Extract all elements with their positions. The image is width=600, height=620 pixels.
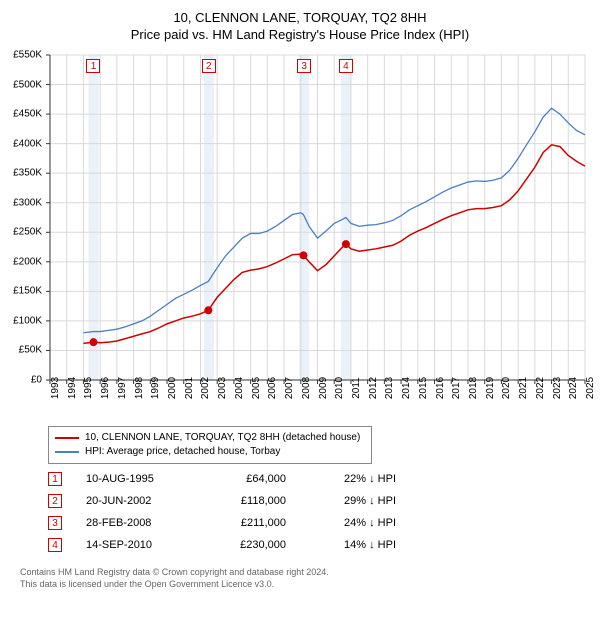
legend-swatch [55, 451, 79, 453]
x-tick-label: 1998 [134, 377, 145, 399]
x-tick-label: 2024 [568, 377, 579, 399]
legend-swatch [55, 437, 79, 439]
sale-date: 28-FEB-2008 [86, 517, 186, 529]
row-marker: 4 [48, 538, 62, 552]
x-tick-label: 2019 [485, 377, 496, 399]
chart-title-address: 10, CLENNON LANE, TORQUAY, TQ2 8HH [10, 10, 590, 25]
x-tick-label: 2025 [585, 377, 596, 399]
sale-price: £211,000 [206, 517, 286, 529]
band-marker-2: 2 [202, 59, 216, 73]
sale-price: £230,000 [206, 539, 286, 551]
x-tick-label: 2011 [351, 377, 362, 399]
x-tick-label: 2018 [468, 377, 479, 399]
y-tick-label: £300K [13, 197, 42, 208]
x-tick-label: 1996 [100, 377, 111, 399]
x-tick-label: 2015 [418, 377, 429, 399]
x-tick-label: 2022 [535, 377, 546, 399]
chart-title-subtitle: Price paid vs. HM Land Registry's House … [10, 27, 590, 42]
sale-date: 20-JUN-2002 [86, 495, 186, 507]
x-tick-label: 2001 [184, 377, 195, 399]
table-row: 4 14-SEP-2010 £230,000 14% ↓ HPI [48, 534, 590, 556]
x-tick-label: 2023 [552, 377, 563, 399]
chart-container: 10, CLENNON LANE, TORQUAY, TQ2 8HH Price… [0, 0, 600, 620]
legend-label: HPI: Average price, detached house, Torb… [85, 445, 280, 459]
x-tick-label: 1993 [50, 377, 61, 399]
x-tick-label: 2020 [501, 377, 512, 399]
x-tick-label: 2004 [234, 377, 245, 399]
legend-box: 10, CLENNON LANE, TORQUAY, TQ2 8HH (deta… [48, 426, 372, 464]
row-marker: 2 [48, 494, 62, 508]
x-tick-label: 2000 [167, 377, 178, 399]
legend-row: 10, CLENNON LANE, TORQUAY, TQ2 8HH (deta… [55, 431, 365, 445]
legend-row: HPI: Average price, detached house, Torb… [55, 445, 365, 459]
sale-price: £118,000 [206, 495, 286, 507]
y-tick-label: £400K [13, 138, 42, 149]
chart-footer: Contains HM Land Registry data © Crown c… [20, 566, 590, 590]
x-tick-label: 2009 [318, 377, 329, 399]
x-tick-label: 1994 [67, 377, 78, 399]
x-tick-label: 1995 [83, 377, 94, 399]
y-tick-label: £550K [13, 50, 42, 61]
y-tick-label: £150K [13, 286, 42, 297]
sale-date: 10-AUG-1995 [86, 473, 186, 485]
plot-area: £0 £50K £100K £150K £200K £250K £300K £350K £400… [10, 50, 590, 420]
band-marker-4: 4 [339, 59, 353, 73]
y-tick-label: £450K [13, 109, 42, 120]
band-marker-1: 1 [86, 59, 100, 73]
x-tick-label: 2014 [401, 377, 412, 399]
band-marker-3: 3 [297, 59, 311, 73]
y-tick-label: £200K [13, 256, 42, 267]
footer-line2: This data is licensed under the Open Gov… [20, 578, 590, 590]
table-row: 2 20-JUN-2002 £118,000 29% ↓ HPI [48, 490, 590, 512]
table-row: 3 28-FEB-2008 £211,000 24% ↓ HPI [48, 512, 590, 534]
sale-date: 14-SEP-2010 [86, 539, 186, 551]
x-tick-label: 2008 [301, 377, 312, 399]
row-marker: 1 [48, 472, 62, 486]
x-tick-label: 2021 [518, 377, 529, 399]
x-tick-label: 1997 [117, 377, 128, 399]
x-tick-label: 2002 [200, 377, 211, 399]
sale-pct: 24% ↓ HPI [306, 517, 396, 529]
x-tick-label: 2005 [251, 377, 262, 399]
table-row: 1 10-AUG-1995 £64,000 22% ↓ HPI [48, 468, 590, 490]
x-tick-label: 2012 [368, 377, 379, 399]
x-tick-label: 2003 [217, 377, 228, 399]
price-chart-svg [10, 50, 590, 420]
sale-pct: 29% ↓ HPI [306, 495, 396, 507]
y-tick-label: £0 [31, 375, 42, 386]
x-tick-label: 2016 [435, 377, 446, 399]
x-tick-label: 2010 [334, 377, 345, 399]
x-tick-label: 2013 [384, 377, 395, 399]
x-tick-label: 2006 [267, 377, 278, 399]
x-tick-label: 2017 [451, 377, 462, 399]
y-tick-label: £50K [19, 345, 42, 356]
row-marker: 3 [48, 516, 62, 530]
sales-table: 1 10-AUG-1995 £64,000 22% ↓ HPI 2 20-JUN-2002… [48, 468, 590, 556]
legend-label: 10, CLENNON LANE, TORQUAY, TQ2 8HH (deta… [85, 431, 360, 445]
sale-pct: 22% ↓ HPI [306, 473, 396, 485]
x-tick-label: 1999 [150, 377, 161, 399]
y-tick-label: £350K [13, 168, 42, 179]
x-tick-label: 2007 [284, 377, 295, 399]
y-tick-label: £100K [13, 315, 42, 326]
footer-line1: Contains HM Land Registry data © Crown c… [20, 566, 590, 578]
y-tick-label: £250K [13, 227, 42, 238]
y-tick-label: £500K [13, 79, 42, 90]
sale-price: £64,000 [206, 473, 286, 485]
sale-pct: 14% ↓ HPI [306, 539, 396, 551]
